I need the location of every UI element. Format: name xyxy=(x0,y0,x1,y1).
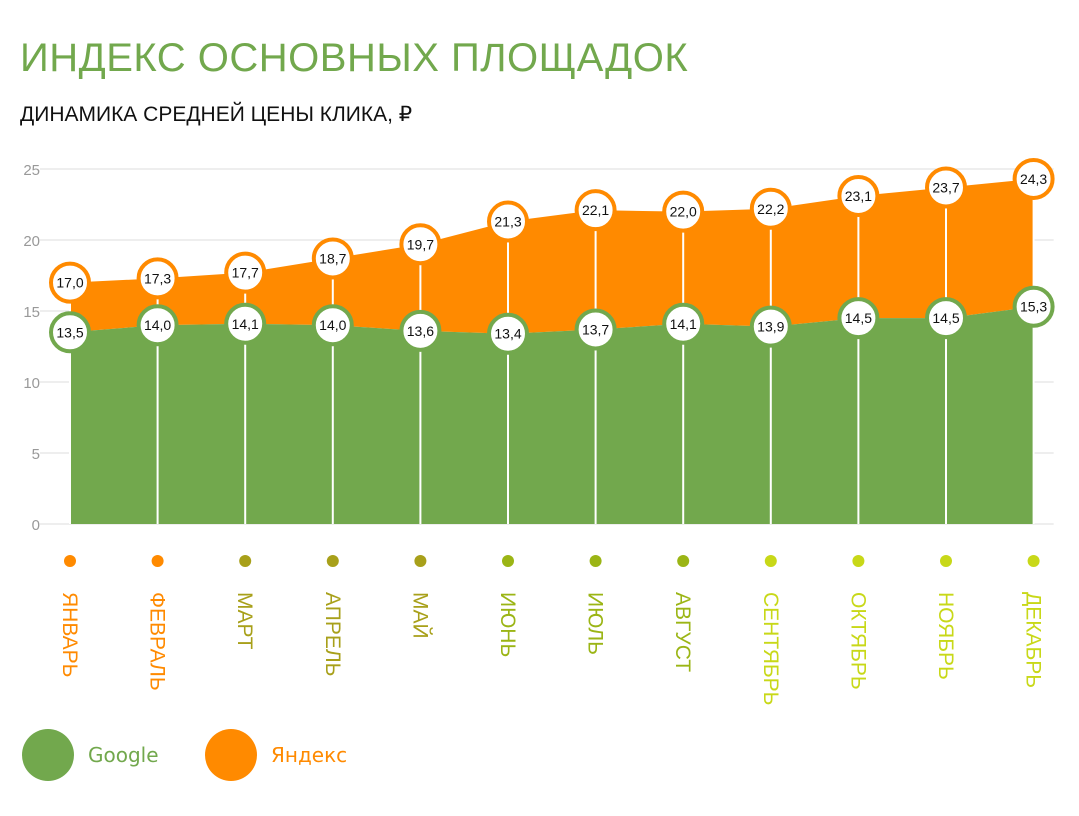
x-tick-label: НОЯБРЬ xyxy=(934,592,957,680)
y-tick-label: 5 xyxy=(32,446,40,463)
google-point xyxy=(399,309,442,352)
y-tick-label: 10 xyxy=(23,375,40,392)
yandex-point xyxy=(224,251,267,294)
x-tick-dot xyxy=(589,555,602,567)
x-tick-dot xyxy=(239,555,252,567)
x-tick-label: ИЮЛЬ xyxy=(584,592,607,655)
yandex-point xyxy=(925,166,967,209)
x-tick-dot xyxy=(852,555,865,567)
x-tick-label: ЯНВАРЬ xyxy=(58,592,81,677)
yandex-label: 23,7 xyxy=(932,179,959,195)
x-tick-dot xyxy=(64,555,76,567)
x-tick-dot xyxy=(940,555,952,567)
chart-subtitle: ДИНАМИКА СРЕДНЕЙ ЦЕНЫ КЛИКА, ₽ xyxy=(20,103,413,126)
google-label: 13,4 xyxy=(494,326,521,342)
x-tick-label: МАРТ xyxy=(233,592,256,650)
google-label: 14,5 xyxy=(845,310,872,326)
x-tick-label: ИЮНЬ xyxy=(496,592,519,657)
google-point xyxy=(749,305,792,348)
yandex-point xyxy=(136,257,179,300)
y-tick-label: 25 xyxy=(23,162,40,179)
legend-label-google: Google xyxy=(88,743,159,767)
google-point xyxy=(487,312,529,355)
yandex-label: 17,7 xyxy=(232,265,259,281)
yandex-label: 17,0 xyxy=(56,275,83,291)
yandex-point xyxy=(574,189,617,232)
google-label: 14,1 xyxy=(232,316,259,332)
legend-label-yandex: Яндекс xyxy=(271,743,348,767)
yandex-point xyxy=(1012,157,1055,200)
yandex-point xyxy=(311,237,354,280)
google-label: 15,3 xyxy=(1020,299,1047,315)
yandex-label: 22,0 xyxy=(670,204,697,220)
yandex-label: 19,7 xyxy=(407,236,434,252)
y-tick-label: 15 xyxy=(23,304,40,321)
x-tick-label: МАЙ xyxy=(408,592,432,639)
yandex-point xyxy=(49,261,91,304)
yandex-point xyxy=(837,174,880,217)
y-tick-label: 0 xyxy=(32,517,40,534)
yandex-label: 22,1 xyxy=(582,202,609,218)
google-point xyxy=(837,297,880,340)
x-tick-dot xyxy=(326,555,339,567)
x-tick-dot xyxy=(151,555,164,567)
google-point xyxy=(574,308,617,351)
legend-item-yandex: Яндекс xyxy=(205,729,347,781)
google-label: 14,1 xyxy=(670,316,697,332)
x-tick-dot xyxy=(677,555,690,567)
x-tick-dot xyxy=(502,555,514,567)
yandex-point xyxy=(662,190,705,233)
yandex-point xyxy=(749,187,792,230)
google-point xyxy=(136,304,179,347)
google-label: 14,5 xyxy=(932,310,959,326)
x-tick-label: ФЕВРАЛЬ xyxy=(146,592,169,691)
google-point xyxy=(224,302,267,345)
x-tick-label: СЕНТЯБРЬ xyxy=(759,592,782,705)
google-label: 14,0 xyxy=(319,317,346,333)
x-tick-dot xyxy=(414,555,427,567)
y-tick-label: 20 xyxy=(23,233,40,250)
x-tick-label: АВГУСТ xyxy=(671,592,694,672)
x-tick-dot xyxy=(764,555,777,567)
yandex-point xyxy=(487,200,529,243)
yandex-label: 23,1 xyxy=(845,188,872,204)
series-areas xyxy=(70,178,1034,524)
series-area-yandex xyxy=(70,178,1034,334)
x-tick-label: АПРЕЛЬ xyxy=(321,592,344,676)
legend-item-google: Google xyxy=(22,729,159,781)
yandex-label: 17,3 xyxy=(144,270,171,286)
series-area-google xyxy=(70,306,1034,524)
google-point xyxy=(662,302,705,345)
yandex-label: 22,2 xyxy=(757,201,784,217)
google-point xyxy=(1012,285,1055,328)
google-point xyxy=(49,311,91,354)
x-tick-label: ДЕКАБРЬ xyxy=(1022,592,1045,688)
google-label: 14,0 xyxy=(144,317,171,333)
x-tick-label: ОКТЯБРЬ xyxy=(846,592,869,690)
x-tick-dot xyxy=(1027,555,1040,567)
yandex-label: 18,7 xyxy=(319,250,346,266)
chart-title: ИНДЕКС ОСНОВНЫХ ПЛОЩАДОК xyxy=(20,36,689,80)
google-point xyxy=(925,297,967,340)
yandex-label: 24,3 xyxy=(1020,171,1047,187)
google-point xyxy=(311,304,354,347)
google-label: 13,5 xyxy=(56,324,83,340)
google-label: 13,9 xyxy=(757,319,784,335)
google-label: 13,6 xyxy=(407,323,434,339)
legend-swatch-yandex xyxy=(205,729,257,781)
yandex-point xyxy=(399,223,442,266)
google-label: 13,7 xyxy=(582,321,609,337)
yandex-label: 21,3 xyxy=(494,214,521,230)
x-axis: ЯНВАРЬ ФЕВРАЛЬ МАРТ АПРЕЛЬ МАЙ ИЮНЬ ИЮЛЬ АВГУСТ… xyxy=(58,555,1045,705)
data-markers: 17,0 13,5 17,3 14,0 17,7 14,1 18,7 14,0 19,7 13,6… xyxy=(49,157,1055,355)
legend-swatch-google xyxy=(22,729,74,781)
